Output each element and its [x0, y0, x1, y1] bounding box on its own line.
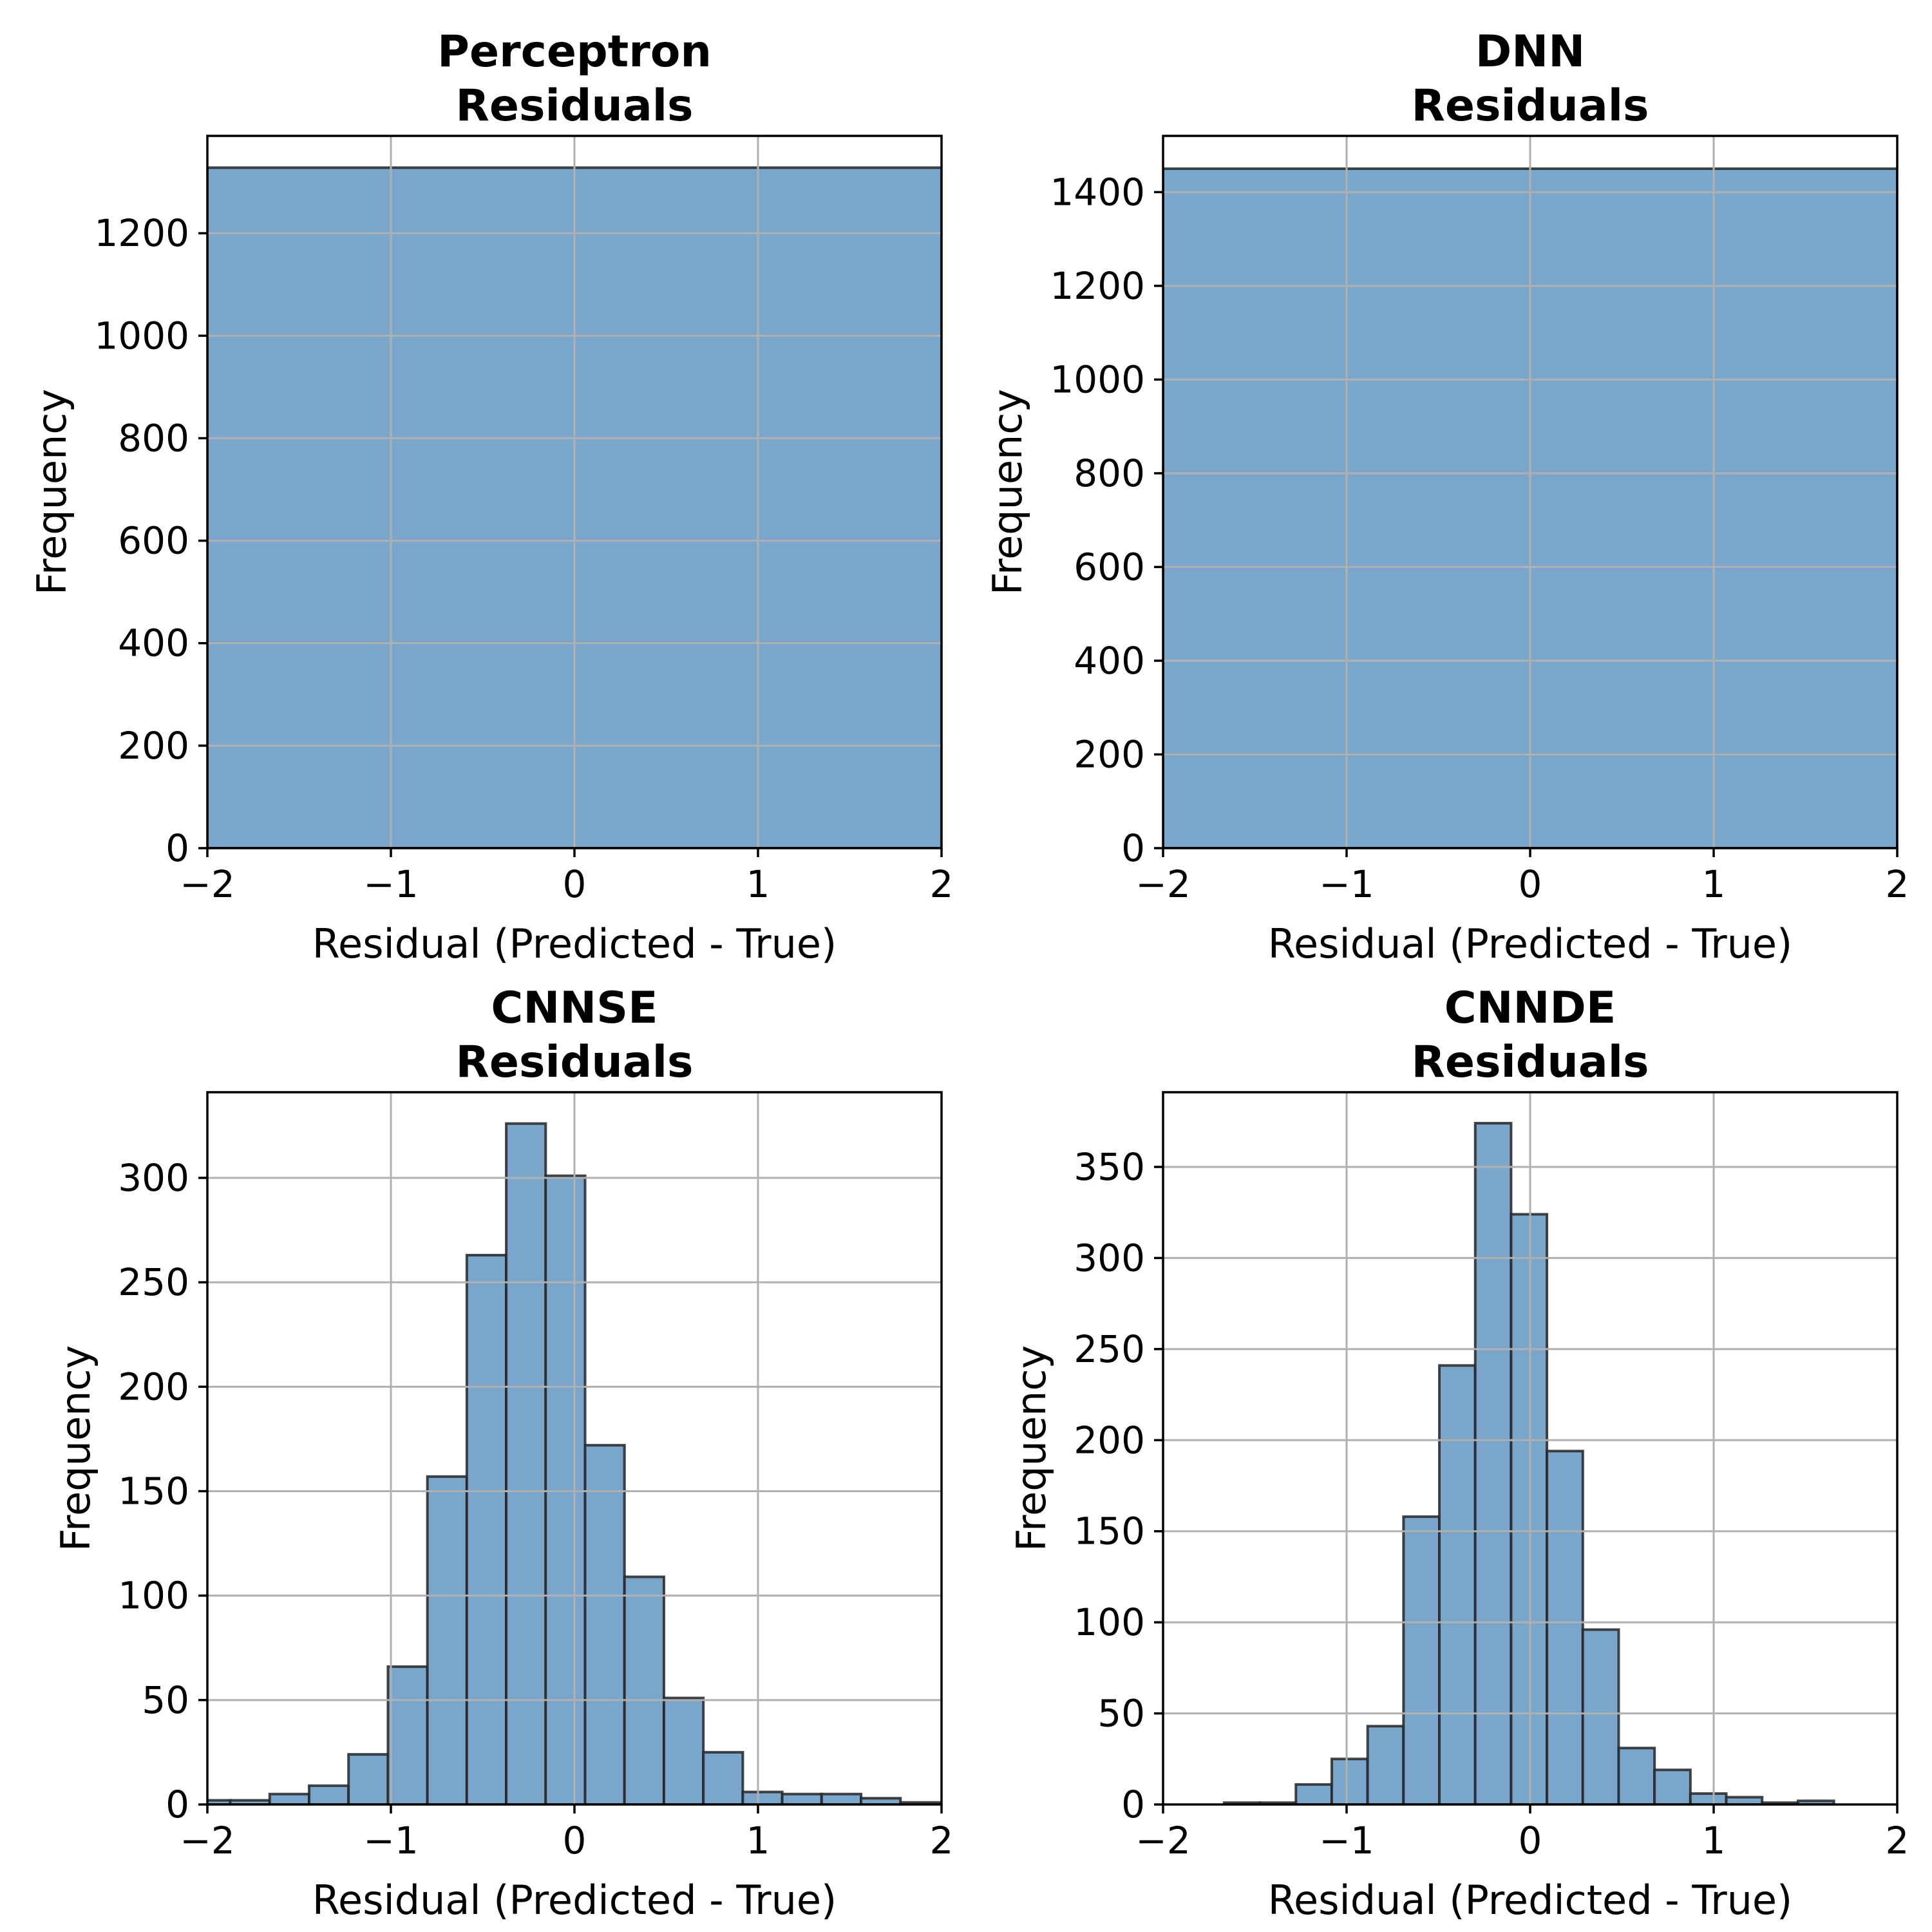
y-tick-label: 50 [142, 1678, 189, 1722]
x-tick-label: 0 [1519, 862, 1542, 906]
histogram-bar [702, 1750, 744, 1804]
histogram-bar [308, 1784, 350, 1804]
x-tick-label: 0 [563, 1819, 587, 1862]
y-axis-label: Frequency [52, 1345, 99, 1551]
bars [1222, 1122, 1835, 1804]
y-tick-label: 300 [1074, 1236, 1145, 1280]
x-tick-label: −1 [363, 1819, 419, 1862]
y-tick-label: 800 [1074, 451, 1145, 495]
histogram-panel-3: −2 −1 0 1 2 0 50 100 150 200 250 300 Residual (Predi… [52, 983, 953, 1924]
y-tick-label: 600 [1074, 545, 1145, 589]
histogram-bar [1689, 1792, 1728, 1804]
y-tick-label: 150 [1074, 1510, 1145, 1553]
histogram-bar [781, 1792, 823, 1804]
histogram-bar [662, 1696, 705, 1804]
x-tick-label: 2 [930, 1819, 954, 1862]
histogram-bar [820, 1792, 863, 1804]
y-tick-label: 150 [118, 1469, 189, 1513]
histogram-bar [386, 1665, 429, 1804]
x-axis-label: Residual (Predicted - True) [1268, 1877, 1792, 1924]
histogram-bar [347, 1753, 390, 1804]
histogram-bar [1294, 1783, 1333, 1804]
y-axis-label: Frequency [28, 389, 75, 595]
y-tick-label: 1200 [1050, 264, 1145, 308]
y-tick-label: 200 [118, 1365, 189, 1408]
histogram-bar [1546, 1450, 1584, 1804]
histogram-bar [741, 1790, 784, 1804]
histogram-panel-2: −2 −1 0 1 2 0 200 400 600 800 1000 1200 1400 Residual… [984, 26, 1909, 967]
y-tick-label: 350 [1074, 1145, 1145, 1189]
y-tick-label: 0 [1121, 1783, 1145, 1826]
x-tick-label: −1 [1319, 1819, 1374, 1862]
x-tick-label: 2 [1886, 1819, 1909, 1862]
y-axis-label: Frequency [984, 389, 1031, 595]
chart-title: CNNDE Residuals [1411, 983, 1649, 1088]
y-tick-label: 1000 [1050, 357, 1145, 401]
y-tick-label: 0 [166, 1783, 189, 1826]
histogram-bar [1366, 1725, 1405, 1804]
histogram-bar [505, 1122, 547, 1804]
x-tick-label: 0 [1519, 1819, 1542, 1862]
histogram-bar [1473, 1122, 1513, 1804]
histogram-bar [1581, 1628, 1620, 1804]
histogram-bar [1402, 1515, 1441, 1804]
y-tick-label: 400 [118, 621, 189, 665]
y-tick-label: 200 [118, 724, 189, 768]
y-tick-label: 1400 [1050, 170, 1145, 214]
y-tick-label: 400 [1074, 639, 1145, 683]
y-tick-label: 250 [1074, 1327, 1145, 1371]
y-tick-label: 0 [166, 826, 189, 870]
histogram-bar [1330, 1757, 1369, 1804]
x-tick-label: −1 [363, 862, 419, 906]
y-tick-label: 600 [118, 519, 189, 563]
histogram-bar [426, 1475, 468, 1804]
histogram-bar [1796, 1799, 1835, 1804]
y-tick-label: 0 [1121, 826, 1145, 870]
histogram-bar [544, 1174, 587, 1804]
x-tick-label: −2 [180, 862, 235, 906]
histogram-bar [465, 1253, 508, 1804]
y-tick-label: 1000 [94, 314, 189, 357]
x-tick-label: 1 [746, 862, 770, 906]
y-tick-label: 800 [118, 416, 189, 460]
x-axis-label: Residual (Predicted - True) [312, 1877, 837, 1924]
grid [206, 1092, 943, 1806]
x-tick-label: 2 [930, 862, 954, 906]
histogram-bar [1653, 1768, 1692, 1804]
x-tick-label: −2 [1135, 1819, 1191, 1862]
grid [1162, 1092, 1899, 1806]
y-tick-label: 300 [118, 1156, 189, 1200]
y-axis-label: Frequency [1008, 1345, 1055, 1551]
bars [207, 1122, 942, 1804]
chart-title: CNNSE Residuals [455, 983, 693, 1088]
histogram-panel-1: −2 −1 0 1 2 0 200 400 600 800 1000 1200 Residual (Pr… [28, 26, 953, 967]
histogram-bar [623, 1575, 665, 1804]
x-tick-label: −2 [1135, 862, 1191, 906]
y-tick-label: 200 [1074, 1418, 1145, 1462]
y-tick-label: 100 [118, 1574, 189, 1618]
x-tick-label: −2 [180, 1819, 235, 1862]
chart-title: Perceptron Residuals [437, 26, 712, 131]
y-tick-label: 200 [1074, 732, 1145, 776]
x-axis-label: Residual (Predicted - True) [312, 920, 837, 967]
x-tick-label: 2 [1886, 862, 1909, 906]
y-tick-label: 1200 [94, 211, 189, 255]
histogram-bar [1438, 1364, 1477, 1804]
y-tick-label: 250 [118, 1260, 189, 1304]
histogram-bar [1617, 1747, 1656, 1804]
x-tick-label: −1 [1319, 862, 1374, 906]
histogram-bar [1510, 1213, 1549, 1804]
histogram-bar [583, 1444, 626, 1804]
y-tick-label: 50 [1097, 1692, 1145, 1736]
chart-title: DNN Residuals [1411, 26, 1649, 131]
x-axis-label: Residual (Predicted - True) [1268, 920, 1792, 967]
x-tick-label: 1 [746, 1819, 770, 1862]
x-tick-label: 0 [563, 862, 587, 906]
x-tick-label: 1 [1702, 862, 1726, 906]
y-tick-label: 100 [1074, 1600, 1145, 1644]
x-tick-label: 1 [1702, 1819, 1726, 1862]
histogram-panel-4: −2 −1 0 1 2 0 50 100 150 200 250 300 350 Residual (Pr… [1008, 983, 1909, 1924]
histogram-bar [268, 1792, 311, 1804]
